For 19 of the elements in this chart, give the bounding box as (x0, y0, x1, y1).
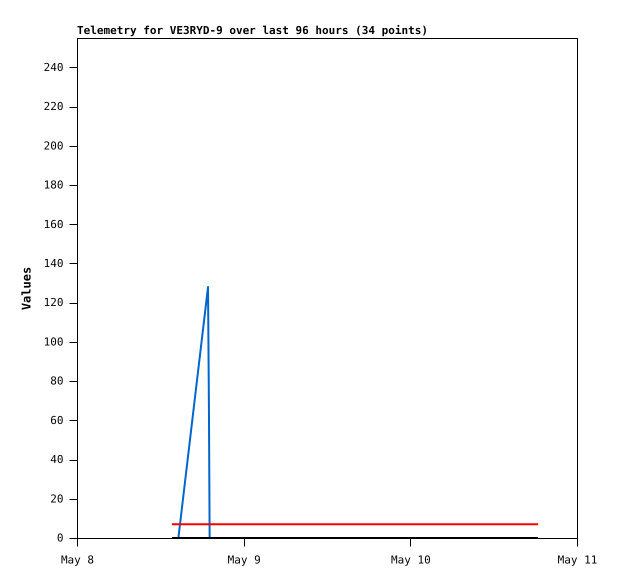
x-tick-label: May 10 (390, 554, 431, 566)
y-tick-label: 0 (56, 532, 64, 544)
y-tick-label: 140 (44, 256, 64, 270)
y-tick-label: 200 (44, 139, 64, 152)
x-tick-label: May 8 (60, 554, 94, 566)
y-tick-label: 60 (50, 414, 64, 427)
y-tick-label: 100 (44, 335, 64, 348)
x-tick-label: May 9 (228, 554, 261, 566)
y-tick-label: 80 (50, 374, 64, 388)
y-tick-label: 160 (44, 218, 64, 231)
y-tick-label: 120 (44, 296, 64, 310)
y-tick-label: 20 (50, 492, 64, 506)
y-tick-label: 40 (50, 453, 64, 466)
y-tick-label: 180 (44, 178, 64, 192)
y-tick-label: 240 (44, 60, 64, 74)
y-axis-title: Values (20, 266, 34, 310)
x-tick-label: May 11 (558, 554, 598, 566)
chart-title: Telemetry for VE3RYD-9 over last 96 hours (34 points) (77, 24, 428, 37)
y-tick-label: 220 (44, 100, 64, 114)
